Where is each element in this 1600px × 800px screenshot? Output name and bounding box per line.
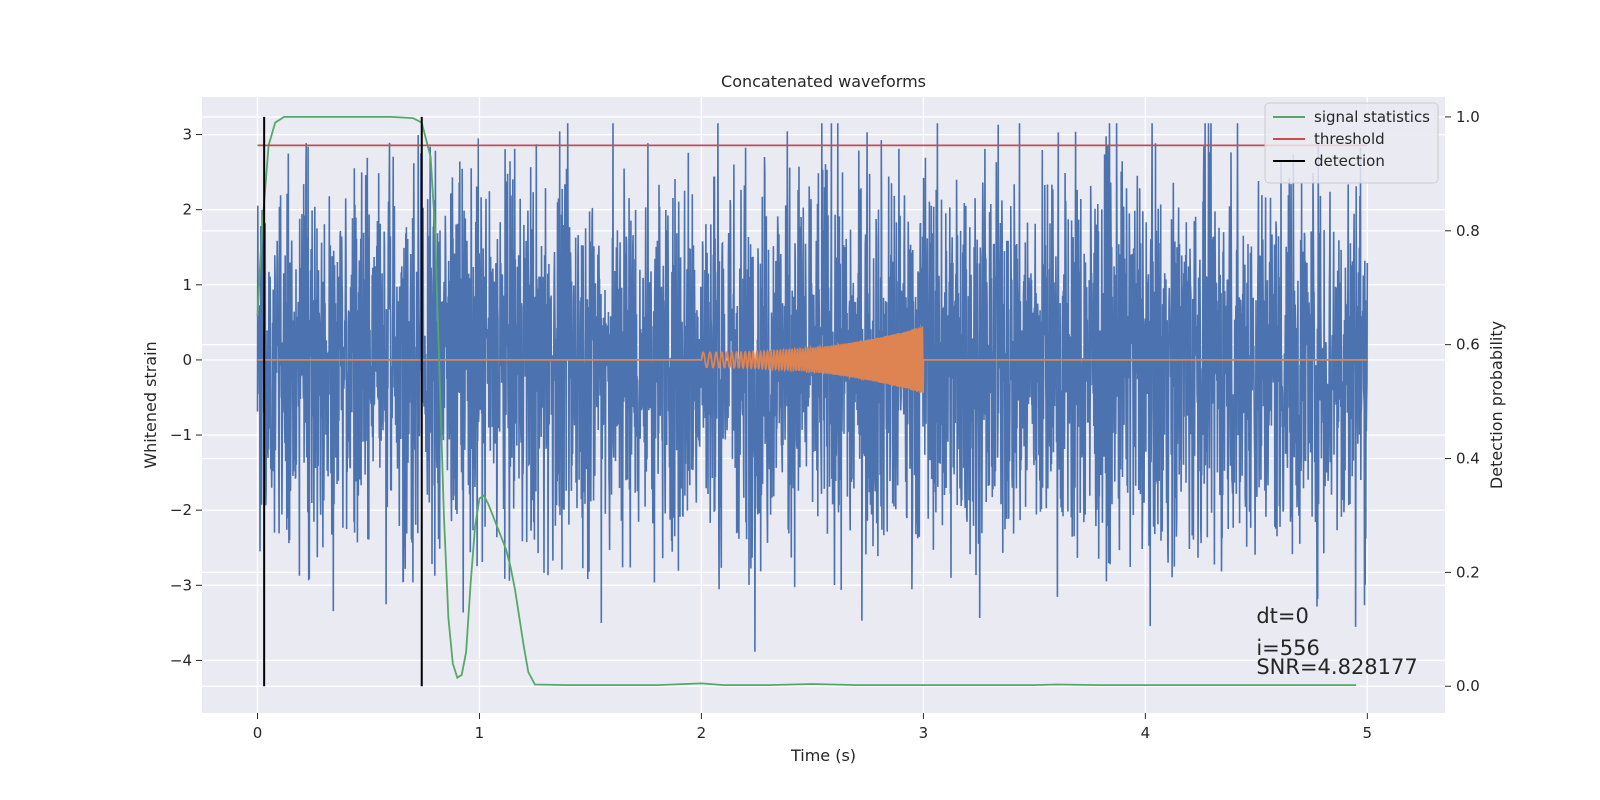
y-axis-label: Whitened strain <box>141 341 160 468</box>
x-tick-label: 5 <box>1363 724 1373 742</box>
x-axis: 0 1 2 3 4 5 <box>253 713 1372 742</box>
annotation-text: SNR=4.828177 <box>1256 655 1417 679</box>
y-right-tick-label: 0.0 <box>1456 677 1480 695</box>
y-tick-label: 3 <box>182 126 192 144</box>
template-series-line <box>257 326 1368 393</box>
y-right-tick-label: 0.4 <box>1456 450 1480 468</box>
y-axis-right-label: Detection probability <box>1487 321 1506 489</box>
legend-box <box>1264 102 1439 184</box>
y-tick-label: −4 <box>170 651 192 669</box>
y-axis-left: −4 −3 −2 −1 0 1 2 3 <box>170 126 202 669</box>
y-right-tick-label: 0.6 <box>1456 336 1480 354</box>
chart-title: Concatenated waveforms <box>721 72 926 91</box>
x-tick-label: 3 <box>919 724 929 742</box>
y-right-tick-label: 0.2 <box>1456 563 1480 581</box>
y-right-tick-label: 0.8 <box>1456 222 1480 240</box>
legend-label: signal statistics <box>1314 108 1430 126</box>
x-tick-label: 1 <box>475 724 485 742</box>
y-tick-label: 0 <box>182 351 192 369</box>
y-tick-label: 1 <box>182 276 192 294</box>
y-right-tick-label: 1.0 <box>1456 108 1480 126</box>
y-tick-label: 2 <box>182 201 192 219</box>
legend-label: detection <box>1314 152 1385 170</box>
y-axis-right: 0.0 0.2 0.4 0.6 0.8 1.0 <box>1445 108 1480 695</box>
annotation-text: i=556 <box>1256 636 1320 660</box>
y-tick-label: −2 <box>170 501 192 519</box>
signal-statistics-line <box>256 116 1357 686</box>
x-tick-label: 4 <box>1141 724 1151 742</box>
series-layer <box>256 116 1369 687</box>
strain-series-line <box>256 123 1369 652</box>
y-tick-label: −3 <box>170 576 192 594</box>
legend: signal statistics threshold detection <box>1264 102 1439 184</box>
annotation-text: dt=0 <box>1256 604 1309 628</box>
x-axis-label: Time (s) <box>790 746 856 765</box>
legend-label: threshold <box>1314 130 1385 148</box>
x-tick-label: 0 <box>253 724 263 742</box>
y-tick-label: −1 <box>170 426 192 444</box>
x-tick-label: 2 <box>697 724 707 742</box>
